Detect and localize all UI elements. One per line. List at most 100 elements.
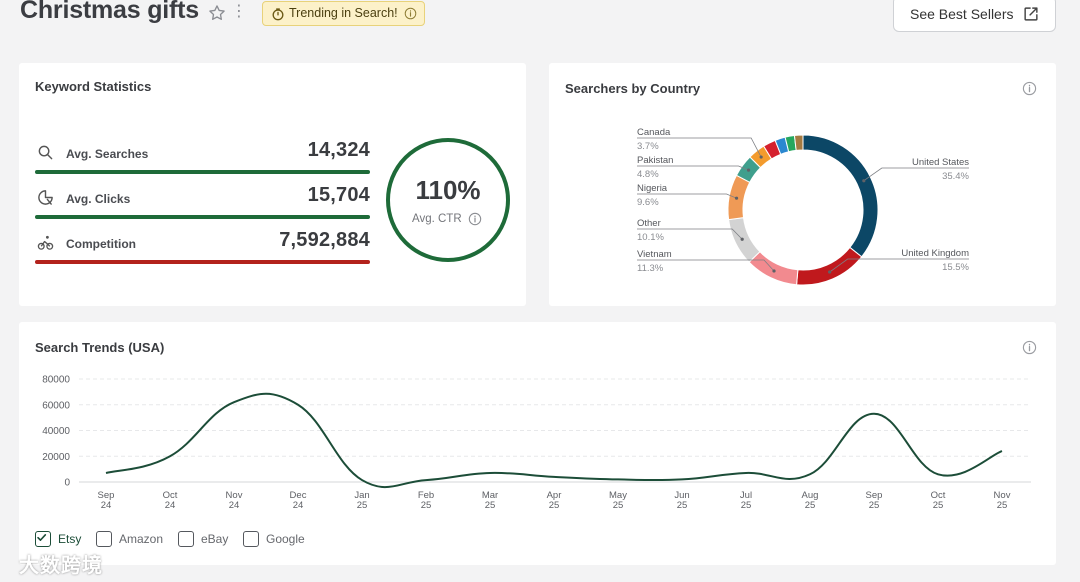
x-tick-label: 25 (869, 500, 880, 511)
callout-line (637, 259, 775, 272)
x-tick-label: 25 (997, 500, 1008, 511)
x-tick-label: 25 (613, 500, 624, 511)
stat-value: 14,324 (307, 139, 370, 161)
pie-slice-united-kingdom[interactable] (796, 246, 863, 286)
checkbox-icon[interactable] (243, 531, 259, 547)
x-tick-label: 25 (677, 500, 688, 511)
callout-dot (759, 155, 763, 159)
callout-dot (740, 237, 744, 241)
callout-label: United Kingdom (901, 248, 969, 259)
y-tick-label: 0 (64, 478, 70, 489)
page-header: Christmas gifts ⋮ Trending in Search! Se… (0, 0, 1080, 40)
ctr-gauge: 110% Avg. CTR (386, 138, 510, 262)
callout-line (637, 193, 737, 199)
info-icon[interactable] (468, 212, 482, 226)
callout-dot (772, 269, 776, 273)
info-icon[interactable] (404, 7, 417, 20)
trending-badge-label: Trending in Search! (289, 6, 398, 20)
checkbox-checked-icon[interactable] (35, 531, 51, 547)
legend-label: Amazon (119, 532, 164, 546)
trending-badge: Trending in Search! (262, 1, 425, 26)
competition-cyclist-icon (37, 235, 54, 250)
info-icon[interactable] (1022, 340, 1037, 355)
stat-value: 7,592,884 (279, 229, 370, 251)
pie-slice-united-states[interactable] (802, 134, 879, 258)
callout-value: 9.6% (637, 197, 659, 208)
x-tick-label: 24 (165, 500, 176, 511)
y-tick-label: 20000 (42, 452, 70, 463)
x-tick-label: 25 (421, 500, 432, 511)
star-icon[interactable] (207, 3, 227, 23)
callout-label: Canada (637, 127, 671, 138)
callout-label: United States (912, 157, 969, 168)
x-tick-label: Mar (482, 490, 498, 501)
callout-dot (862, 179, 866, 183)
pie-slice-nigeria[interactable] (727, 174, 751, 221)
legend-item-google[interactable]: Google (243, 530, 313, 550)
x-tick-label: Apr (547, 490, 562, 501)
legend-item-amazon[interactable]: Amazon (96, 530, 176, 550)
legend-item-etsy[interactable]: Etsy (35, 530, 95, 550)
callout-dot (746, 168, 751, 172)
x-tick-label: Jan (354, 490, 369, 501)
pie-slice-other[interactable] (728, 217, 761, 263)
legend-label: eBay (201, 532, 229, 546)
x-tick-label: 25 (805, 500, 816, 511)
stat-label: Avg. Searches (66, 147, 149, 161)
searchers-by-country-title: Searchers by Country (565, 81, 701, 96)
callout-label: Vietnam (637, 249, 672, 260)
y-tick-label: 80000 (42, 375, 70, 386)
callout-value: 35.4% (942, 171, 969, 182)
stat-value: 15,704 (307, 184, 370, 206)
callout-value: 15.5% (942, 262, 969, 273)
x-tick-label: Jul (740, 490, 752, 501)
stat-bar (35, 170, 370, 174)
watermark-logo: 大数跨境 (19, 555, 103, 577)
see-best-sellers-button[interactable]: See Best Sellers (893, 0, 1056, 32)
info-icon[interactable] (1022, 81, 1037, 96)
x-tick-label: May (609, 490, 627, 501)
x-tick-label: Dec (290, 490, 307, 501)
ctr-label: Avg. CTR (412, 213, 462, 225)
page-title: Christmas gifts (20, 0, 199, 24)
x-tick-label: Aug (802, 490, 819, 501)
x-tick-label: 25 (549, 500, 560, 511)
more-options-icon[interactable]: ⋮ (231, 3, 247, 20)
x-tick-label: Feb (418, 490, 434, 501)
searchers-by-country-card: Searchers by Country United States 35.4% U… (549, 63, 1056, 306)
callout-dot (734, 196, 739, 200)
pie-slice-minor-10[interactable] (793, 134, 804, 151)
legend-item-ebay[interactable]: eBay (178, 530, 238, 550)
callout-line (829, 258, 969, 273)
stat-bar (35, 260, 370, 264)
ctr-value: 110% (415, 175, 481, 205)
callout-line (637, 137, 762, 158)
checkbox-icon[interactable] (178, 531, 194, 547)
stat-label: Avg. Clicks (66, 192, 131, 206)
x-tick-label: 25 (357, 500, 368, 511)
callout-line (637, 165, 749, 171)
checkbox-icon[interactable] (96, 531, 112, 547)
x-tick-label: 24 (229, 500, 240, 511)
x-tick-label: 25 (741, 500, 752, 511)
stat-bar (35, 215, 370, 219)
stat-row-searches: Avg. Searches 14,324 (35, 134, 370, 174)
stat-label: Competition (66, 237, 136, 251)
callout-line (637, 228, 743, 240)
callout-value: 10.1% (637, 232, 664, 243)
callout-line (863, 167, 969, 182)
callout-value: 3.7% (637, 141, 659, 152)
callout-dot (828, 270, 832, 274)
legend-label: Etsy (58, 532, 82, 546)
x-tick-label: 25 (933, 500, 944, 511)
keyword-statistics-title: Keyword Statistics (35, 79, 152, 94)
pie-slice-vietnam[interactable] (748, 251, 799, 286)
callout-value: 11.3% (637, 263, 664, 274)
stat-row-competition: Competition 7,592,884 (35, 224, 370, 264)
search-icon (38, 145, 53, 160)
x-tick-label: Oct (163, 490, 178, 501)
x-tick-label: Sep (98, 490, 115, 501)
y-tick-label: 40000 (42, 426, 70, 437)
trending-timer-icon (272, 8, 284, 21)
